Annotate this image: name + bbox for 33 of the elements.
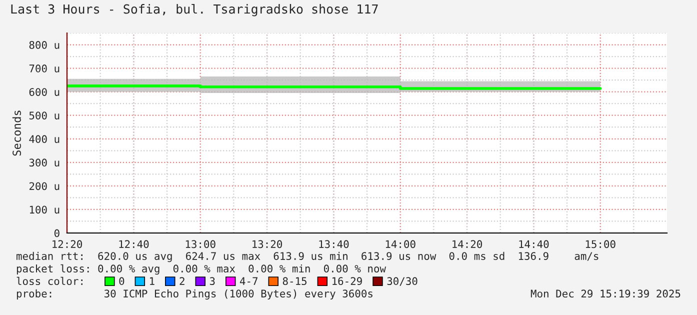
text: Mon Dec 29 15:19:39 2025: [530, 290, 680, 298]
y-tick-label: 400 u: [29, 135, 60, 144]
x-tick-label: 12:20: [52, 240, 82, 248]
y-tick-label: 100 u: [30, 206, 60, 214]
legend-label: 4-7: [240, 277, 258, 285]
chart-title: Last 3 Hours - Sofia, bul. Tsarigradsko shose 117: [11, 4, 378, 16]
text: probe: 30 ICMP Echo Pings (1000 Bytes) every 3600s: [16, 289, 372, 300]
x-tick-label: 15:00: [586, 240, 616, 248]
y-tick-label: 0: [54, 229, 60, 238]
y-tick-label: 800 u: [29, 41, 60, 49]
legend-label: 30/30: [387, 277, 418, 286]
text: median rtt: 620.0 us avg 624.7 us max 613.9 us min 613.9 us now 0.0 ms sd 136.9 am/s: [16, 252, 598, 262]
y-axis-title: Seconds: [12, 110, 21, 156]
x-tick-label: 14:20: [452, 240, 482, 248]
y-tick-label: 500 u: [29, 112, 60, 120]
legend-label: 2: [180, 277, 184, 285]
legend-label: 1: [150, 277, 154, 285]
x-tick-label: 13:40: [319, 240, 349, 248]
legend-label: 16-29: [332, 277, 362, 286]
x-tick-label: 13:20: [252, 240, 282, 248]
legend-label: 3: [210, 277, 215, 286]
legend-label: 0: [119, 277, 124, 286]
text: packet loss: 0.00 % avg 0.00 % max 0.00 % min 0.00 % now: [16, 264, 386, 275]
y-tick-label: 200 u: [29, 182, 60, 190]
legend-label: 8-15: [282, 277, 306, 286]
x-tick-label: 12:40: [119, 240, 149, 248]
legend-title: loss color:: [16, 276, 82, 286]
y-tick-label: 300 u: [29, 158, 60, 167]
x-tick-label: 14:40: [519, 240, 549, 248]
x-tick-label: 14:00: [386, 240, 416, 248]
x-tick-label: 13:00: [186, 240, 216, 248]
y-tick-label: 600 u: [29, 88, 60, 96]
y-tick-label: 700 u: [29, 64, 60, 72]
